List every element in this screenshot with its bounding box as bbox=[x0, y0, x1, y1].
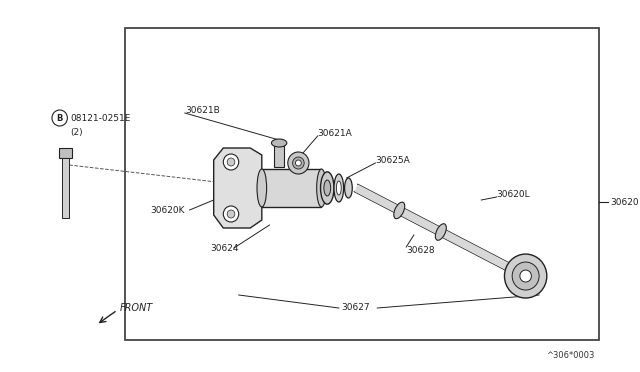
Circle shape bbox=[227, 210, 235, 218]
Ellipse shape bbox=[324, 180, 331, 196]
Bar bbox=[59, 148, 72, 158]
Circle shape bbox=[296, 160, 301, 166]
Text: 30625A: 30625A bbox=[376, 155, 410, 164]
Ellipse shape bbox=[271, 139, 287, 147]
Text: 30620L: 30620L bbox=[497, 189, 531, 199]
Text: 30621B: 30621B bbox=[185, 106, 220, 115]
Bar bbox=[262, 169, 321, 207]
Ellipse shape bbox=[435, 224, 446, 240]
Circle shape bbox=[227, 158, 235, 166]
Bar bbox=[275, 145, 284, 167]
Ellipse shape bbox=[337, 181, 341, 195]
Bar bbox=[125, 28, 598, 340]
Ellipse shape bbox=[334, 174, 344, 202]
Ellipse shape bbox=[344, 178, 352, 198]
Text: 30620K: 30620K bbox=[150, 205, 185, 215]
Circle shape bbox=[504, 254, 547, 298]
Ellipse shape bbox=[257, 169, 267, 207]
Text: FRONT: FRONT bbox=[119, 303, 152, 313]
Circle shape bbox=[288, 152, 309, 174]
Ellipse shape bbox=[321, 172, 334, 204]
Circle shape bbox=[520, 270, 531, 282]
Text: 30624: 30624 bbox=[210, 244, 238, 253]
Ellipse shape bbox=[394, 202, 404, 219]
Text: 30628: 30628 bbox=[406, 246, 435, 254]
Text: B: B bbox=[56, 113, 63, 122]
Text: (2): (2) bbox=[70, 128, 83, 137]
Circle shape bbox=[223, 206, 239, 222]
Circle shape bbox=[292, 157, 304, 169]
Polygon shape bbox=[214, 148, 262, 228]
Text: ^306*0003: ^306*0003 bbox=[547, 352, 595, 360]
Circle shape bbox=[223, 154, 239, 170]
Text: 30620: 30620 bbox=[611, 198, 639, 206]
Bar bbox=[61, 158, 69, 218]
Ellipse shape bbox=[317, 169, 326, 207]
Circle shape bbox=[512, 262, 539, 290]
Text: 30627: 30627 bbox=[342, 304, 371, 312]
Circle shape bbox=[52, 110, 67, 126]
Text: 30621A: 30621A bbox=[317, 128, 353, 138]
Polygon shape bbox=[355, 185, 512, 272]
Text: 08121-0251E: 08121-0251E bbox=[70, 113, 131, 122]
